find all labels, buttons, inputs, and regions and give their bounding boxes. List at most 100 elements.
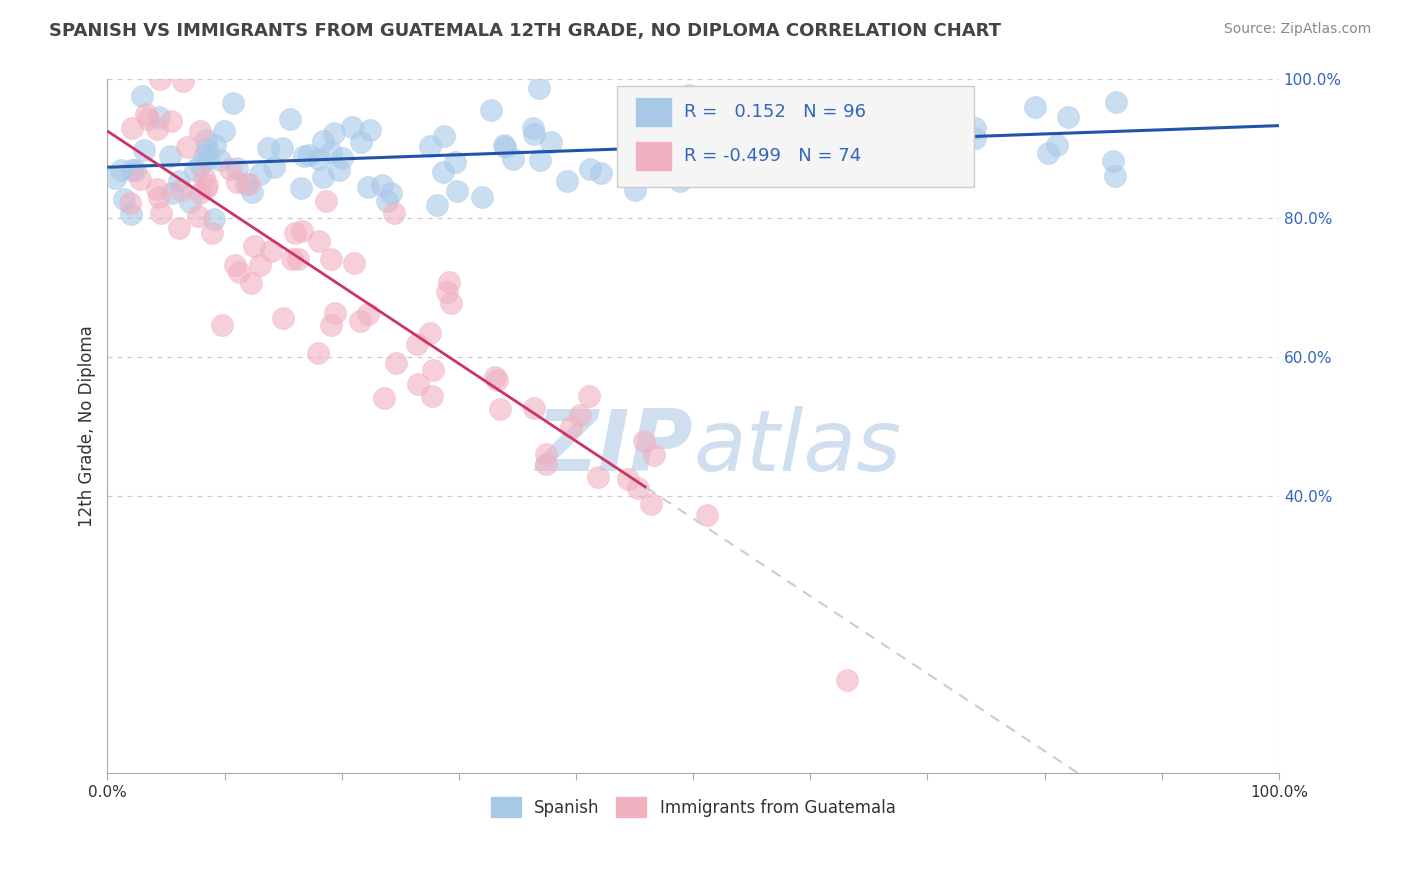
Point: [359, 122, 381, 136]
Point: [170, 183, 193, 197]
Point: [678, 88, 700, 103]
Point: [578, 389, 600, 403]
Point: [121, 121, 143, 136]
Point: [560, 420, 582, 434]
Point: [432, 165, 454, 179]
Point: [146, 121, 169, 136]
Point: [385, 356, 408, 370]
Point: [188, 124, 211, 138]
Point: [160, 186, 183, 201]
Point: [135, 107, 157, 121]
FancyBboxPatch shape: [636, 142, 671, 170]
Point: [965, 130, 987, 145]
Point: [129, 171, 152, 186]
Point: [444, 155, 467, 169]
Point: [494, 140, 516, 154]
Point: [406, 377, 429, 392]
Point: [523, 401, 546, 415]
Point: [856, 110, 879, 124]
Text: Source: ZipAtlas.com: Source: ZipAtlas.com: [1223, 22, 1371, 37]
Point: [624, 183, 647, 197]
Point: [149, 72, 172, 87]
Point: [224, 258, 246, 272]
Point: [298, 147, 321, 161]
Point: [375, 194, 398, 208]
Point: [343, 255, 366, 269]
Point: [271, 311, 294, 326]
Point: [201, 226, 224, 240]
Point: [193, 169, 215, 184]
Point: [696, 508, 718, 522]
Point: [439, 296, 461, 310]
Point: [672, 112, 695, 127]
Point: [104, 170, 127, 185]
Point: [263, 160, 285, 174]
Point: [312, 134, 335, 148]
Point: [211, 318, 233, 332]
Point: [323, 126, 346, 140]
Point: [406, 336, 429, 351]
Point: [195, 181, 218, 195]
Point: [1045, 138, 1067, 153]
Point: [238, 178, 260, 192]
Point: [839, 134, 862, 148]
Point: [1104, 169, 1126, 184]
Point: [176, 140, 198, 154]
Point: [159, 149, 181, 163]
Point: [222, 96, 245, 111]
Point: [479, 103, 502, 117]
Point: [792, 112, 814, 126]
Legend: Spanish, Immigrants from Guatemala: Spanish, Immigrants from Guatemala: [484, 790, 903, 824]
FancyBboxPatch shape: [636, 98, 671, 126]
Point: [120, 207, 142, 221]
Point: [437, 275, 460, 289]
Text: R =   0.152   N = 96: R = 0.152 N = 96: [683, 103, 866, 121]
Point: [328, 163, 350, 178]
Point: [308, 234, 330, 248]
Point: [633, 137, 655, 152]
Point: [312, 169, 335, 184]
Point: [350, 136, 373, 150]
Point: [284, 226, 307, 240]
Point: [373, 391, 395, 405]
Point: [315, 194, 337, 208]
Point: [197, 152, 219, 166]
Point: [249, 167, 271, 181]
Point: [621, 136, 644, 151]
Point: [214, 124, 236, 138]
Point: [422, 363, 444, 377]
Point: [349, 314, 371, 328]
Point: [172, 74, 194, 88]
Point: [588, 469, 610, 483]
Point: [589, 166, 612, 180]
Point: [110, 163, 132, 178]
Point: [148, 190, 170, 204]
Point: [131, 88, 153, 103]
Point: [529, 153, 551, 168]
Point: [219, 162, 242, 177]
Text: ZIP: ZIP: [536, 406, 693, 489]
Point: [835, 673, 858, 687]
Y-axis label: 12th Grade, No Diploma: 12th Grade, No Diploma: [79, 326, 96, 527]
Point: [569, 408, 592, 422]
Point: [121, 163, 143, 178]
Point: [529, 80, 551, 95]
Point: [664, 149, 686, 163]
Point: [323, 305, 346, 319]
Point: [184, 162, 207, 177]
Point: [243, 239, 266, 253]
Text: SPANISH VS IMMIGRANTS FROM GUATEMALA 12TH GRADE, NO DIPLOMA CORRELATION CHART: SPANISH VS IMMIGRANTS FROM GUATEMALA 12T…: [49, 22, 1001, 40]
Point: [768, 138, 790, 153]
Point: [768, 143, 790, 157]
Point: [225, 161, 247, 176]
Point: [287, 252, 309, 267]
Point: [534, 447, 557, 461]
Point: [1057, 110, 1080, 124]
Point: [278, 112, 301, 127]
Point: [502, 152, 524, 166]
Point: [194, 148, 217, 162]
Point: [319, 252, 342, 267]
Point: [1102, 153, 1125, 168]
Point: [160, 113, 183, 128]
Point: [319, 318, 342, 332]
